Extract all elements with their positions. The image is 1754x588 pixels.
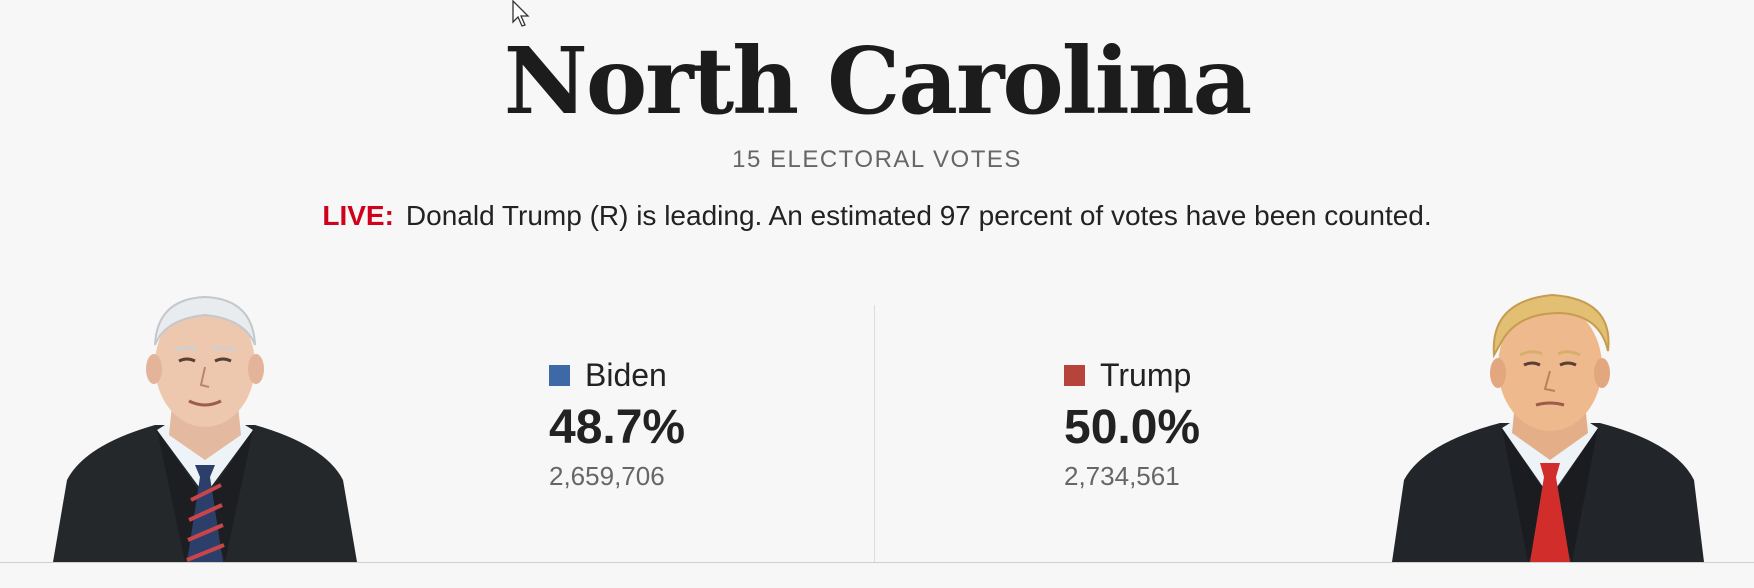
candidate-percent: 48.7% xyxy=(549,401,686,454)
trump-color-swatch xyxy=(1064,364,1085,386)
candidate-vote-count: 2,659,706 xyxy=(549,461,665,491)
live-status-line: LIVE: Donald Trump (R) is leading. An est… xyxy=(0,200,1754,232)
bottom-divider xyxy=(0,562,1754,563)
candidate-name-row: Trump xyxy=(1064,355,1200,395)
state-title: North Carolina xyxy=(503,27,1252,135)
candidate-divider xyxy=(874,305,875,563)
electoral-votes-label: 15 ELECTORAL VOTES xyxy=(732,146,1022,173)
candidate-trump: Trump 50.0% 2,734,561 xyxy=(1064,355,1200,492)
live-badge: LIVE: xyxy=(322,200,394,231)
biden-color-swatch xyxy=(549,364,570,386)
candidate-name: Trump xyxy=(1100,356,1192,393)
mouse-cursor-icon xyxy=(512,0,530,27)
biden-portrait-icon xyxy=(53,295,357,562)
candidate-name: Biden xyxy=(585,356,667,393)
candidate-biden: Biden 48.7% 2,659,706 xyxy=(549,355,685,492)
candidate-name-row: Biden xyxy=(549,355,685,395)
trump-portrait-icon xyxy=(1392,293,1704,562)
candidate-vote-count: 2,734,561 xyxy=(1064,461,1180,491)
live-status-message: Donald Trump (R) is leading. An estimate… xyxy=(405,200,1432,231)
candidate-percent: 50.0% xyxy=(1064,401,1201,454)
